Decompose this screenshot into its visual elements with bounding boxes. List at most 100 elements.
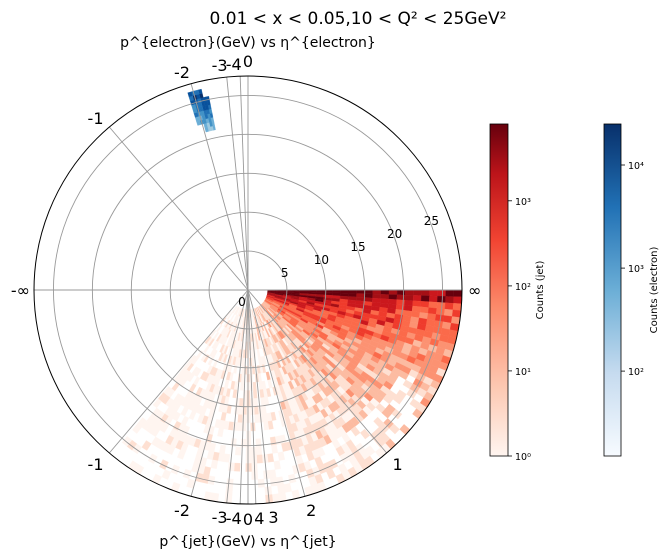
radial-tick-labels: 0 5 10 15 20 25 [238,214,439,309]
jet-bin [226,312,233,320]
jet-bin [226,478,234,488]
grid-line-upper-eta-1 [108,126,249,291]
jet-bin [453,296,462,304]
eta-tick-pos-inf: ∞ [468,281,481,300]
jet-bin [356,289,365,294]
colorbar-electron-tick-3: 10³ [628,264,644,275]
radial-tick-25: 25 [424,214,439,228]
colorbar-electron-tick-2: 10² [628,367,644,378]
polar-grid [34,76,462,504]
jet-bin [219,317,227,325]
eta-tick-neg-inf: -∞ [11,281,30,300]
jet-bin [421,289,430,297]
grid-line-upper-eta-2 [190,83,249,291]
jet-bin [427,307,437,315]
jet-bin [188,410,197,421]
jet-bin [364,289,373,295]
bottom-label: p^{jet}(GeV) vs η^{jet} [159,534,336,550]
jet-bin [232,389,238,399]
jet-bin [268,469,277,479]
jet-bin [219,444,226,454]
eta-tick-lower-left-2: -2 [174,501,190,520]
grid-line-lower-left-eta-2 [190,289,249,497]
jet-bin [372,289,382,295]
jet-bin [436,302,446,310]
jet-bin [256,446,263,456]
jet-heatmap [121,270,462,504]
jet-bin [388,294,398,300]
electron-heatmap [187,88,216,133]
grid-line-right-eta3 [247,289,270,503]
jet-bin [359,428,371,440]
eta-tick-upper-1: -1 [88,109,104,128]
jet-bin [265,371,271,381]
jet-bin [246,414,251,424]
radial-tick-5: 5 [281,266,289,280]
colorbar-jet-tick-1: 10¹ [515,367,531,378]
jet-bin [399,424,411,436]
colorbar-electron: 10² 10³ 10⁴ Counts (electron) [603,123,660,457]
eta-tick-upper-3: -3 [212,56,228,75]
eta-tick-right-3: 3 [268,508,278,527]
jet-bin [224,379,230,389]
jet-bin [277,484,286,494]
jet-bin [219,344,225,353]
jet-bin [404,294,414,301]
colorbar-jet: 10⁰ 10¹ 10² 10³ Counts (jet) [489,123,546,463]
jet-bin [412,295,422,302]
jet-bin [121,435,133,447]
colorbar-jet-tick-2: 10² [515,282,531,293]
jet-bin [238,406,243,415]
radial-tick-0: 0 [238,295,246,309]
eta-tick-upper-2: -2 [174,63,190,82]
jet-bin [392,394,404,405]
jet-bin [245,447,252,456]
jet-bin [256,454,263,464]
jet-bin [350,426,361,437]
jet-bin [256,348,261,358]
jet-bin [271,493,280,503]
jet-bin [253,398,258,407]
colorbar-jet-tick-0: 10⁰ [515,452,531,463]
jet-bin [180,406,189,417]
jet-bin [197,413,205,424]
eta-tick-upper-4: -4 [226,55,242,74]
jet-bin [444,302,454,311]
jet-bin [273,460,281,470]
jet-bin [211,340,218,350]
radial-tick-20: 20 [387,227,402,241]
jet-bin [388,298,397,305]
jet-bin [217,427,224,438]
jet-bin [380,294,390,300]
jet-bin [147,453,158,465]
jet-bin [429,289,438,297]
jet-bin [340,289,349,294]
eta-tick-upper-0: 0 [243,52,253,71]
jet-bin [225,486,233,496]
jet-bin [267,453,274,463]
jet-bin [428,301,438,309]
jet-bin [348,289,357,294]
jet-bin [420,295,430,302]
jet-bin [253,406,259,415]
jet-bin [452,309,462,318]
jet-bin [263,421,270,431]
jet-bin [391,408,403,420]
jet-bin [388,423,400,435]
jet-bin [388,289,398,295]
jet-bin [452,303,462,311]
jet-bin [413,289,422,296]
jet-bin [356,293,365,298]
jet-bin [245,463,252,472]
jet-bin [224,494,233,504]
colorbar-electron-bar [603,123,622,457]
jet-bin [241,414,247,424]
jet-bin [203,344,211,354]
jet-bin [267,379,273,389]
jet-bin [380,289,390,295]
jet-bin [269,477,278,487]
jet-bin [220,412,227,422]
grid-line-lower-left-eta-1 [108,289,249,454]
jet-bin [152,398,162,409]
jet-bin [404,300,414,307]
